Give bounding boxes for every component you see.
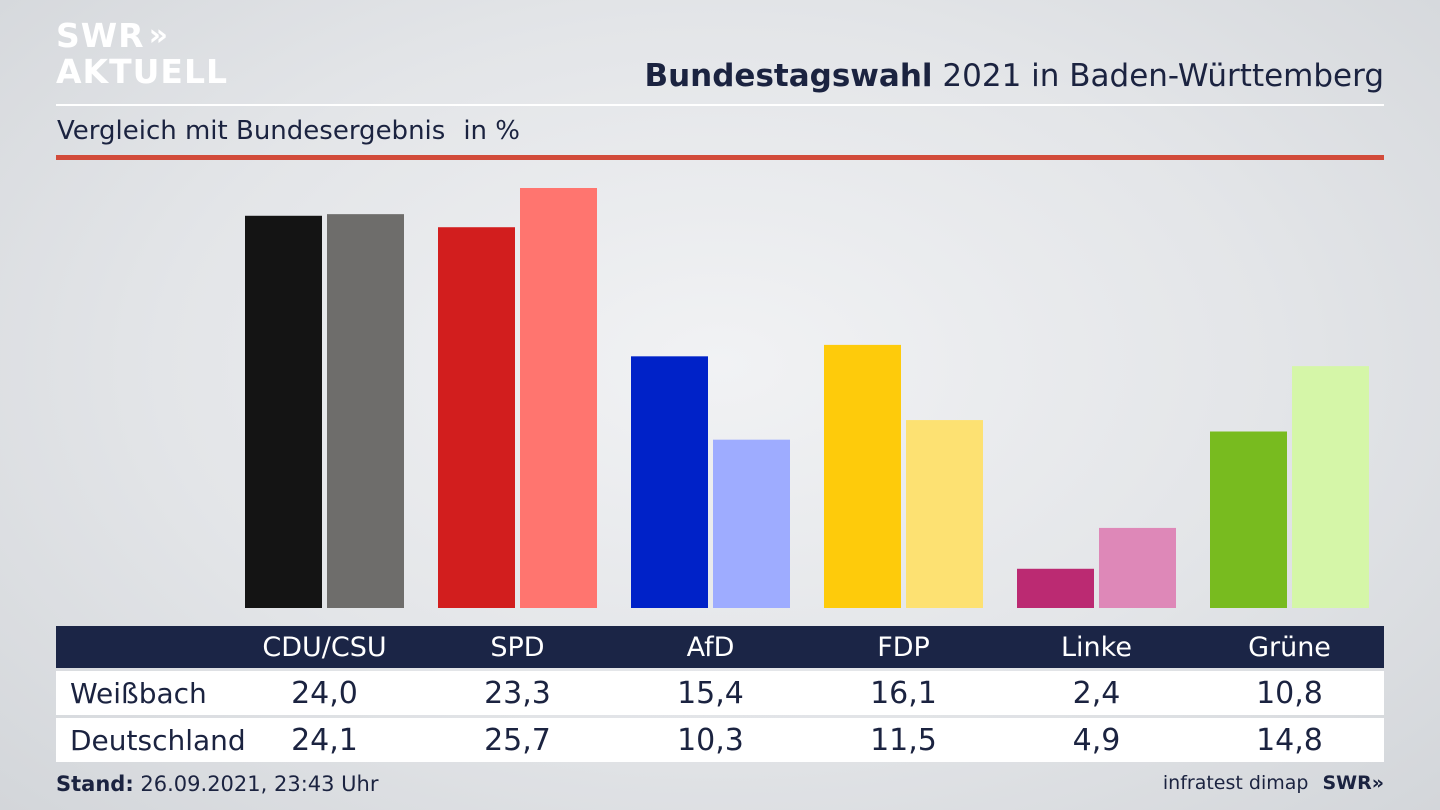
value-cdu-csu-deutschland: 24,1	[291, 722, 358, 758]
chart-subtitle: Vergleich mit Bundesergebnis in %	[57, 116, 520, 146]
bar-linke-wei-bach	[1017, 568, 1094, 608]
stand-value: 26.09.2021, 23:43 Uhr	[133, 772, 379, 796]
bar-gr-ne-wei-bach	[1210, 431, 1287, 608]
value-spd-deutschland: 25,7	[484, 722, 551, 758]
bar-fdp-deutschland	[906, 420, 983, 608]
title-bold: Bundestagswahl	[644, 58, 933, 94]
table-header: CDU/CSU SPD AfD FDP Linke Grüne	[56, 626, 1384, 668]
page-title: Bundestagswahl 2021 in Baden-Württemberg	[644, 58, 1384, 94]
bar-afd-deutschland	[713, 439, 790, 608]
column-header-gr-ne: Grüne	[1248, 631, 1331, 663]
column-header-linke: Linke	[1061, 631, 1132, 663]
value-afd-deutschland: 10,3	[677, 722, 744, 758]
bar-gr-ne-deutschland	[1292, 366, 1369, 608]
swr-aktuell-logo: SWR» AKTUELL	[56, 18, 228, 90]
source-label: infratest dimap	[1162, 772, 1309, 794]
value-linke-wei-bach: 2,4	[1072, 675, 1121, 711]
table-row: Deutschland 24,1 25,7 10,3 11,5 4,9 14,8	[56, 718, 1384, 762]
stand-label: Stand:	[56, 772, 134, 796]
value-fdp-deutschland: 11,5	[870, 722, 937, 758]
header-divider	[56, 104, 1384, 106]
column-header-spd: SPD	[490, 631, 545, 663]
logo-line-1: SWR	[56, 16, 145, 55]
column-header-afd: AfD	[686, 631, 735, 663]
bar-cdu-csu-wei-bach	[245, 215, 322, 608]
table-row: Weißbach 24,0 23,3 15,4 16,1 2,4 10,8	[56, 671, 1384, 715]
value-cdu-csu-wei-bach: 24,0	[291, 675, 358, 711]
row-label: Deutschland	[70, 723, 246, 757]
swr-brand: SWR»	[1322, 772, 1384, 794]
bar-fdp-wei-bach	[824, 344, 901, 608]
bar-spd-wei-bach	[438, 227, 515, 608]
bar-linke-deutschland	[1099, 527, 1176, 608]
accent-divider	[56, 155, 1384, 160]
unit-label: in %	[463, 116, 520, 146]
logo-line-2: AKTUELL	[56, 52, 229, 91]
chevron-right-icon: »	[1371, 772, 1384, 794]
bar-afd-wei-bach	[631, 356, 708, 608]
bar-cdu-csu-deutschland	[327, 214, 404, 608]
title-rest: 2021 in Baden-Württemberg	[932, 58, 1384, 94]
brand-text: SWR	[1322, 772, 1372, 794]
value-linke-deutschland: 4,9	[1072, 722, 1121, 758]
value-spd-wei-bach: 23,3	[484, 675, 551, 711]
value-afd-wei-bach: 15,4	[677, 675, 744, 711]
value-gr-ne-deutschland: 14,8	[1256, 722, 1323, 758]
column-header-cdu-csu: CDU/CSU	[262, 631, 387, 663]
value-fdp-wei-bach: 16,1	[870, 675, 937, 711]
timestamp: Stand: 26.09.2021, 23:43 Uhr	[56, 772, 379, 796]
results-table: CDU/CSU SPD AfD FDP Linke Grüne Weißbach 24,0…	[56, 626, 1384, 762]
value-gr-ne-wei-bach: 10,8	[1256, 675, 1323, 711]
row-label: Weißbach	[70, 676, 207, 710]
bar-spd-deutschland	[520, 188, 597, 608]
subtitle-text: Vergleich mit Bundesergebnis	[57, 116, 446, 146]
column-header-fdp: FDP	[877, 631, 930, 663]
source-credit: infratest dimap SWR»	[1163, 772, 1384, 794]
